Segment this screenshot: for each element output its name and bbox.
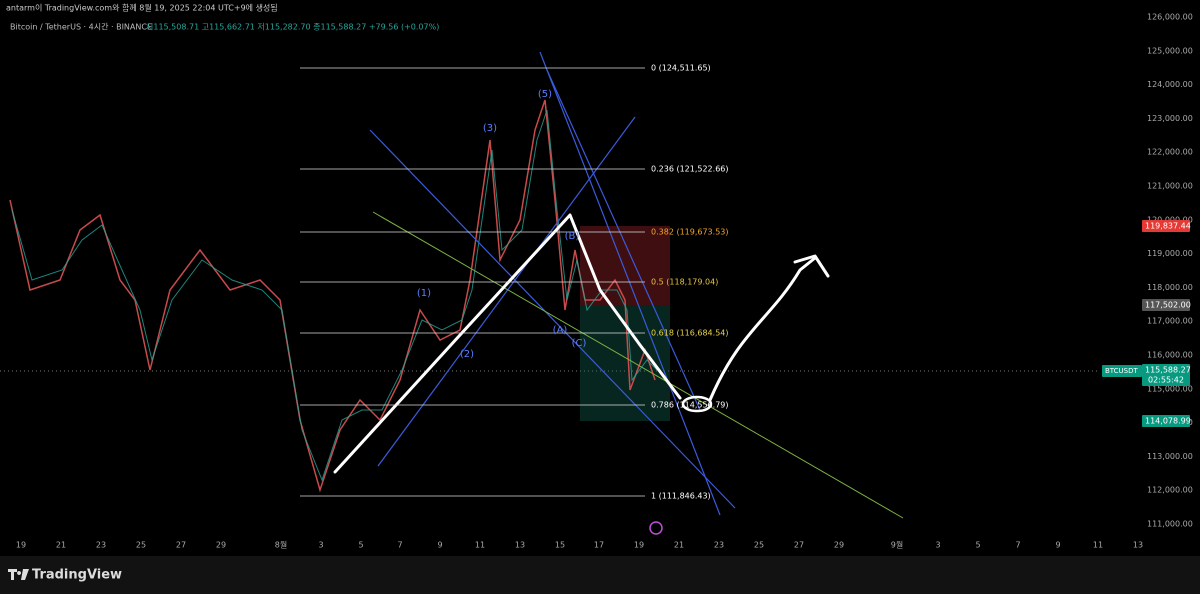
date-label: 7 — [397, 541, 402, 550]
fib-label: 0.786 (114,556.79) — [651, 401, 729, 410]
date-label: 9 — [437, 541, 442, 550]
trend-line — [372, 211, 904, 519]
last-badge-bg — [1142, 364, 1190, 386]
channel-line — [546, 69, 701, 411]
price-label: 113,000.00 — [1147, 452, 1193, 461]
wave-label: (5) — [538, 89, 552, 100]
date-label: 3 — [935, 541, 940, 550]
wave-label: (1) — [417, 288, 431, 299]
wave-label: (3) — [483, 123, 497, 134]
price-path-up — [11, 109, 658, 482]
caption: antarm이 TradingView.com와 함께 8월 19, 2025 … — [6, 3, 278, 13]
date-label: 17 — [594, 541, 604, 550]
date-label: 5 — [358, 541, 363, 550]
date-label: 8월 — [275, 540, 287, 550]
brand-logo — [8, 569, 29, 580]
fib-label: 0.5 (118,179.04) — [651, 278, 718, 287]
date-label: 9 — [1055, 541, 1060, 550]
date-label: 19 — [634, 541, 644, 550]
projection-arrow — [333, 213, 830, 474]
fib-label: 0.382 (119,673.53) — [651, 228, 729, 237]
fib-label: 0.618 (116,684.54) — [651, 329, 729, 338]
date-label: 19 — [16, 541, 26, 550]
last-badge-bg — [1102, 365, 1142, 377]
date-label: 11 — [1093, 541, 1103, 550]
footer-bg — [0, 556, 1200, 594]
symbol-badge: BTCUSDT — [1105, 367, 1139, 375]
price-label: 121,000.00 — [1147, 182, 1193, 191]
channel-line — [539, 51, 721, 516]
price-label: 122,000.00 — [1147, 148, 1193, 157]
fib-label: 0 (124,511.65) — [651, 64, 711, 73]
target-circle — [681, 395, 713, 413]
price-label: 123,000.00 — [1147, 114, 1193, 123]
price-label: 117,000.00 — [1147, 317, 1193, 326]
date-label: 29 — [216, 541, 226, 550]
event-icon — [649, 521, 663, 535]
channel-line — [377, 116, 636, 467]
fib-label: 0.236 (121,522.66) — [651, 165, 729, 174]
price-label: 118,000.00 — [1147, 283, 1193, 292]
wave-label: (2) — [460, 349, 474, 360]
brand: TradingView — [32, 568, 122, 583]
price-label: 116,000.00 — [1147, 351, 1193, 360]
price-badge-bg — [1142, 299, 1190, 311]
price-badge: 119,837.44 — [1145, 222, 1191, 231]
date-label: 23 — [96, 541, 106, 550]
wave-label: (C) — [572, 338, 587, 349]
price-label: 126,000.00 — [1147, 13, 1193, 22]
countdown: 02:55:42 — [1148, 376, 1184, 385]
date-label: 23 — [714, 541, 724, 550]
date-label: 7 — [1015, 541, 1020, 550]
price-badge: 114,078.99 — [1145, 417, 1191, 426]
ohlc: 시115,508.71 고115,662.71 저115,282.70 종115… — [146, 23, 439, 32]
date-label: 27 — [176, 541, 186, 550]
date-label: 29 — [834, 541, 844, 550]
price-label: 111,000.00 — [1147, 520, 1193, 529]
date-label: 21 — [674, 541, 684, 550]
date-label: 25 — [136, 541, 146, 550]
wave-label: (B) — [565, 231, 580, 242]
symbol: Bitcoin / TetherUS · 4시간 · BINANCE — [10, 22, 152, 32]
date-label: 3 — [318, 541, 323, 550]
date-label: 15 — [555, 541, 565, 550]
fib-label: 1 (111,846.43) — [651, 492, 711, 501]
risk-box — [580, 226, 670, 305]
last-price: 115,588.27 — [1145, 366, 1191, 375]
channel-line — [369, 129, 736, 509]
price-label: 112,000.00 — [1147, 486, 1193, 495]
price-label: 115,000.00 — [1147, 384, 1193, 393]
date-label: 9월 — [891, 540, 903, 550]
price-label: 119,000.00 — [1147, 249, 1193, 258]
date-label: 5 — [975, 541, 980, 550]
wave-label: (A) — [553, 325, 568, 336]
date-label: 21 — [56, 541, 66, 550]
price-badge-bg — [1142, 220, 1190, 232]
date-label: 27 — [794, 541, 804, 550]
price-label: 124,000.00 — [1147, 80, 1193, 89]
price-label: 125,000.00 — [1147, 46, 1193, 55]
price-label: 120,000.00 — [1147, 215, 1193, 224]
date-label: 13 — [1133, 541, 1143, 550]
date-label: 25 — [754, 541, 764, 550]
price-badge: 117,502.00 — [1145, 301, 1191, 310]
chart-bg — [0, 0, 1200, 556]
date-label: 11 — [475, 541, 485, 550]
date-label: 13 — [515, 541, 525, 550]
price-badge-bg — [1142, 415, 1190, 427]
